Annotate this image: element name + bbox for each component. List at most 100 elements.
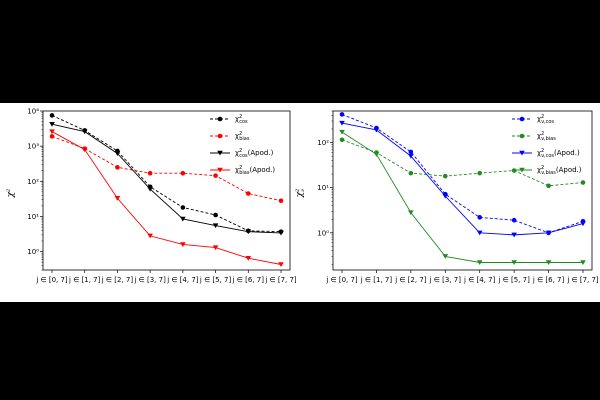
- data-point: [81, 147, 88, 153]
- x-tick-label: j ∈ [7, 7]: [566, 276, 599, 284]
- data-point: [339, 129, 345, 135]
- series-line: [51, 114, 282, 233]
- data-point: [477, 170, 483, 176]
- data-point: [580, 221, 586, 227]
- data-point: [339, 112, 345, 117]
- data-point: [545, 230, 552, 236]
- legend-marker: [519, 167, 525, 173]
- data-point: [114, 195, 121, 201]
- series-4: [49, 129, 284, 268]
- data-point: [476, 230, 483, 236]
- data-point: [408, 170, 414, 176]
- y-tick-label: 10¹: [27, 213, 39, 221]
- x-tick-label: j ∈ [4, 7]: [463, 276, 496, 284]
- y-tick-label: 10⁰: [317, 229, 329, 237]
- x-tick-label: j ∈ [6, 7]: [532, 276, 565, 284]
- x-tick-label: j ∈ [2, 7]: [394, 276, 427, 284]
- legend-marker: [217, 167, 223, 173]
- data-point: [278, 230, 284, 236]
- data-point: [212, 245, 219, 251]
- legend-label: χ2 cos: [235, 114, 248, 125]
- y-tick-label: 10²: [317, 139, 329, 147]
- series-line: [341, 131, 583, 263]
- plot-frame: [42, 110, 291, 271]
- legend-label: χ2 ν,bias(Apod.): [537, 165, 582, 176]
- y-tick-label: 10⁴: [27, 108, 39, 116]
- x-tick-label: j ∈ [0, 7]: [325, 276, 358, 284]
- legend: χ2 cos χ2 bias χ2 cos(Apod.) χ2 bias(Apod.): [210, 114, 275, 176]
- data-point: [373, 127, 380, 133]
- data-point: [339, 120, 345, 126]
- data-point: [408, 149, 414, 155]
- data-point: [147, 233, 153, 239]
- legend-marker: [217, 133, 223, 139]
- legend-label: χ2 bias(Apod.): [235, 165, 275, 176]
- x-tick-label: j ∈ [5, 7]: [497, 276, 530, 284]
- y-axis-label: χ2ν: [295, 189, 306, 199]
- series-3: [49, 122, 284, 236]
- data-point: [339, 137, 345, 143]
- data-point: [180, 170, 186, 176]
- data-point: [442, 254, 449, 259]
- data-point: [49, 134, 55, 139]
- x-tick-label: j ∈ [3, 7]: [133, 276, 166, 284]
- data-point: [81, 129, 88, 135]
- data-point: [545, 260, 552, 266]
- legend-label: χ2 ν,bias: [537, 131, 556, 142]
- x-tick-label: j ∈ [6, 7]: [232, 276, 265, 284]
- figure-panel: 10⁰ 10¹ 10² 10³ 10⁴ χ2 j ∈ [0, 7] j ∈ [1, 7] j ∈…: [0, 103, 600, 302]
- chart-2: 10⁰ 10¹ 10² χ2ν j ∈ [0, 7] j ∈ [1, 7] j ∈ [2, …: [295, 110, 599, 284]
- y-axis-label: χ2: [6, 189, 16, 199]
- data-point: [147, 170, 153, 176]
- series-line: [51, 131, 282, 265]
- data-point: [408, 153, 414, 159]
- data-point: [49, 113, 55, 118]
- x-tick-label: j ∈ [5, 7]: [199, 276, 232, 284]
- data-point: [580, 180, 586, 185]
- data-point: [213, 173, 218, 178]
- data-point: [245, 229, 252, 235]
- data-point: [476, 260, 483, 266]
- data-point: [245, 255, 252, 261]
- data-point: [546, 183, 551, 189]
- series-line: [341, 139, 584, 187]
- series-line: [341, 122, 584, 236]
- data-point: [511, 217, 517, 223]
- legend-marker: [217, 150, 223, 156]
- series-4: [339, 129, 586, 266]
- data-point: [180, 242, 186, 247]
- y-tick-label: 10⁰: [27, 248, 39, 256]
- data-point: [213, 212, 218, 218]
- y-tick-label: 10²: [27, 178, 39, 186]
- legend-marker: [519, 116, 525, 122]
- data-point: [49, 122, 55, 127]
- data-point: [511, 260, 517, 266]
- data-point: [580, 260, 586, 266]
- x-tick-label: j ∈ [4, 7]: [166, 276, 199, 284]
- legend-label: χ2 cos(Apod.): [235, 148, 274, 159]
- data-point: [115, 165, 120, 170]
- data-point: [442, 193, 449, 199]
- x-tick-label: j ∈ [1, 7]: [68, 276, 101, 284]
- data-point: [245, 191, 251, 196]
- data-point: [180, 205, 186, 210]
- plot-frame: [332, 110, 593, 271]
- series-line: [51, 123, 282, 234]
- legend-label: χ2 ν,cos(Apod.): [537, 148, 580, 159]
- x-tick-label: j ∈ [2, 7]: [101, 276, 134, 284]
- legend-marker: [217, 116, 223, 122]
- series-line: [51, 135, 282, 202]
- x-tick-label: j ∈ [7, 7]: [264, 276, 297, 284]
- data-point: [180, 216, 186, 222]
- data-point: [278, 262, 284, 268]
- x-tick-label: j ∈ [0, 7]: [35, 276, 68, 284]
- series-2: [339, 137, 586, 189]
- data-point: [49, 129, 55, 135]
- data-point: [212, 223, 219, 229]
- data-point: [114, 151, 121, 156]
- data-point: [408, 210, 414, 216]
- y-tick-label: 10³: [27, 143, 39, 151]
- legend-label: χ2 bias: [235, 131, 250, 142]
